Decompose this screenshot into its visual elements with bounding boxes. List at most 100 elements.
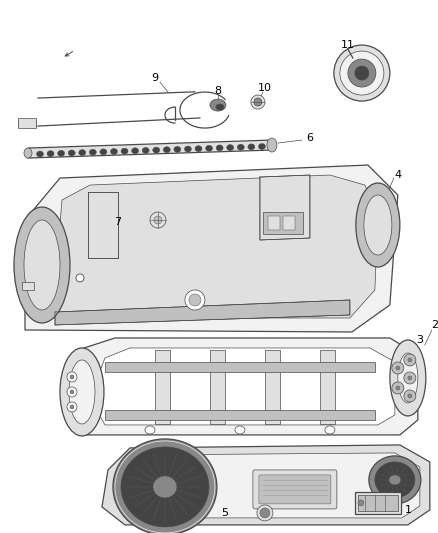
Ellipse shape	[24, 148, 32, 158]
Ellipse shape	[174, 147, 181, 152]
Bar	[268, 216, 280, 230]
Ellipse shape	[375, 462, 415, 498]
FancyBboxPatch shape	[259, 475, 331, 504]
Ellipse shape	[145, 426, 155, 434]
Ellipse shape	[76, 274, 84, 282]
Ellipse shape	[113, 439, 217, 533]
Ellipse shape	[325, 426, 335, 434]
Text: 1: 1	[404, 505, 411, 515]
Ellipse shape	[216, 145, 223, 151]
Ellipse shape	[153, 476, 177, 498]
Ellipse shape	[364, 195, 392, 255]
Ellipse shape	[67, 402, 77, 412]
Ellipse shape	[24, 220, 60, 310]
Ellipse shape	[235, 426, 245, 434]
Polygon shape	[88, 192, 118, 258]
Ellipse shape	[154, 216, 162, 224]
Ellipse shape	[205, 146, 212, 151]
Ellipse shape	[355, 66, 369, 80]
Ellipse shape	[408, 394, 412, 398]
Ellipse shape	[404, 390, 416, 402]
Bar	[283, 216, 295, 230]
Ellipse shape	[184, 146, 191, 152]
Ellipse shape	[100, 149, 107, 155]
Ellipse shape	[216, 104, 224, 110]
Ellipse shape	[14, 207, 70, 323]
Ellipse shape	[210, 99, 226, 111]
Ellipse shape	[70, 390, 74, 394]
Ellipse shape	[121, 148, 128, 154]
Ellipse shape	[142, 148, 149, 154]
Text: 2: 2	[431, 320, 438, 330]
Ellipse shape	[195, 146, 202, 152]
Polygon shape	[105, 410, 375, 420]
Ellipse shape	[131, 148, 138, 154]
Ellipse shape	[404, 372, 416, 384]
Polygon shape	[102, 445, 430, 525]
Ellipse shape	[70, 375, 74, 379]
Bar	[355, 492, 401, 514]
Polygon shape	[118, 453, 420, 518]
Text: 4: 4	[394, 170, 401, 180]
Ellipse shape	[348, 59, 376, 87]
Ellipse shape	[110, 149, 117, 155]
Polygon shape	[265, 350, 280, 424]
Polygon shape	[62, 338, 418, 435]
Ellipse shape	[251, 95, 265, 109]
Ellipse shape	[67, 387, 77, 397]
Ellipse shape	[356, 183, 400, 267]
Polygon shape	[55, 300, 350, 325]
Ellipse shape	[389, 475, 401, 485]
Ellipse shape	[79, 150, 86, 156]
Ellipse shape	[150, 212, 166, 228]
Polygon shape	[260, 175, 310, 240]
Ellipse shape	[334, 45, 390, 101]
Ellipse shape	[340, 51, 384, 95]
Bar	[18, 118, 36, 128]
Ellipse shape	[267, 138, 277, 152]
Ellipse shape	[67, 372, 77, 382]
Ellipse shape	[58, 150, 65, 156]
Ellipse shape	[68, 150, 75, 156]
Polygon shape	[210, 350, 225, 424]
Ellipse shape	[36, 151, 43, 157]
Polygon shape	[25, 165, 398, 332]
Ellipse shape	[257, 505, 273, 521]
Ellipse shape	[404, 354, 416, 366]
Ellipse shape	[60, 348, 104, 436]
Ellipse shape	[185, 290, 205, 310]
Ellipse shape	[70, 405, 74, 409]
Text: 3: 3	[417, 335, 424, 345]
Text: 7: 7	[114, 217, 121, 227]
Polygon shape	[155, 350, 170, 424]
Ellipse shape	[258, 143, 265, 149]
Ellipse shape	[392, 382, 404, 394]
Ellipse shape	[69, 360, 95, 424]
Ellipse shape	[47, 151, 54, 157]
Text: 6: 6	[307, 133, 313, 143]
Ellipse shape	[121, 447, 209, 527]
Ellipse shape	[408, 358, 412, 362]
Ellipse shape	[392, 362, 404, 374]
FancyBboxPatch shape	[253, 470, 337, 509]
Bar	[263, 212, 303, 234]
Ellipse shape	[89, 149, 96, 155]
Text: 11: 11	[341, 40, 355, 50]
Text: 9: 9	[152, 73, 159, 83]
Polygon shape	[105, 362, 375, 372]
Bar	[358, 495, 398, 511]
Polygon shape	[40, 175, 378, 318]
Ellipse shape	[163, 147, 170, 153]
Polygon shape	[90, 348, 395, 425]
Ellipse shape	[248, 144, 255, 150]
Text: 5: 5	[222, 508, 229, 518]
Ellipse shape	[227, 144, 234, 150]
Polygon shape	[320, 350, 335, 424]
Ellipse shape	[408, 376, 412, 380]
Ellipse shape	[189, 294, 201, 306]
Ellipse shape	[398, 353, 418, 403]
Ellipse shape	[390, 340, 426, 416]
Text: 8: 8	[214, 86, 222, 96]
Bar	[22, 282, 34, 290]
Polygon shape	[28, 140, 272, 158]
